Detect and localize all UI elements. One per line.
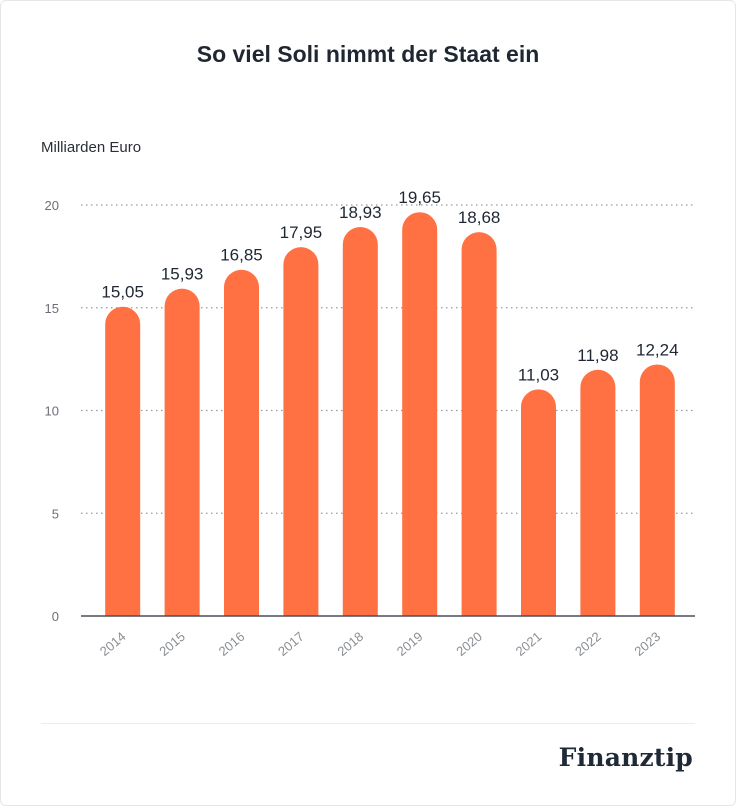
x-tick-label: 2020 (453, 629, 485, 659)
x-tick-label: 2022 (572, 629, 604, 659)
bar-2017 (283, 247, 319, 616)
bar-2019 (402, 212, 438, 616)
footer-divider (41, 723, 695, 724)
data-label: 18,68 (458, 208, 501, 227)
bar-2021 (521, 389, 556, 616)
bar-2018 (342, 226, 378, 616)
bar-chart: 0 5 10 15 20 15,05 2014 15,93 2015 16,85 2016 17,95… (45, 188, 695, 659)
data-label: 11,03 (518, 365, 559, 384)
y-tick-label: 0 (52, 609, 59, 624)
y-tick-label: 20 (45, 198, 59, 213)
y-tick-label: 10 (45, 404, 59, 419)
data-label: 15,05 (101, 283, 144, 302)
data-label: 19,65 (398, 188, 441, 207)
x-tick-label: 2016 (216, 629, 248, 659)
data-label: 17,95 (280, 223, 323, 242)
y-tick-label: 5 (52, 506, 59, 521)
data-label: 15,93 (161, 265, 204, 284)
bar-2016 (224, 269, 259, 616)
bar-2023 (639, 364, 675, 616)
data-label: 18,93 (339, 203, 382, 222)
bar-2020 (461, 232, 497, 616)
x-tick-label: 2015 (156, 629, 188, 659)
x-tick-label: 2017 (275, 629, 307, 659)
y-axis-label: Milliarden Euro (41, 139, 142, 156)
x-tick-label: 2019 (394, 629, 426, 659)
x-tick-label: 2023 (631, 629, 663, 659)
chart-title: So viel Soli nimmt der Staat ein (196, 41, 540, 67)
x-tick-label: 2014 (97, 629, 129, 659)
data-label: 12,24 (636, 340, 679, 359)
bar-2022 (580, 369, 616, 616)
x-tick-label: 2021 (513, 629, 545, 659)
data-label: 11,98 (577, 346, 618, 365)
bar-2015 (164, 288, 200, 616)
x-tick-label: 2018 (334, 629, 366, 659)
data-label: 16,85 (220, 246, 263, 265)
bar-2014 (105, 306, 141, 616)
y-tick-label: 15 (45, 301, 59, 316)
brand-logo: Finanztip (558, 743, 693, 772)
